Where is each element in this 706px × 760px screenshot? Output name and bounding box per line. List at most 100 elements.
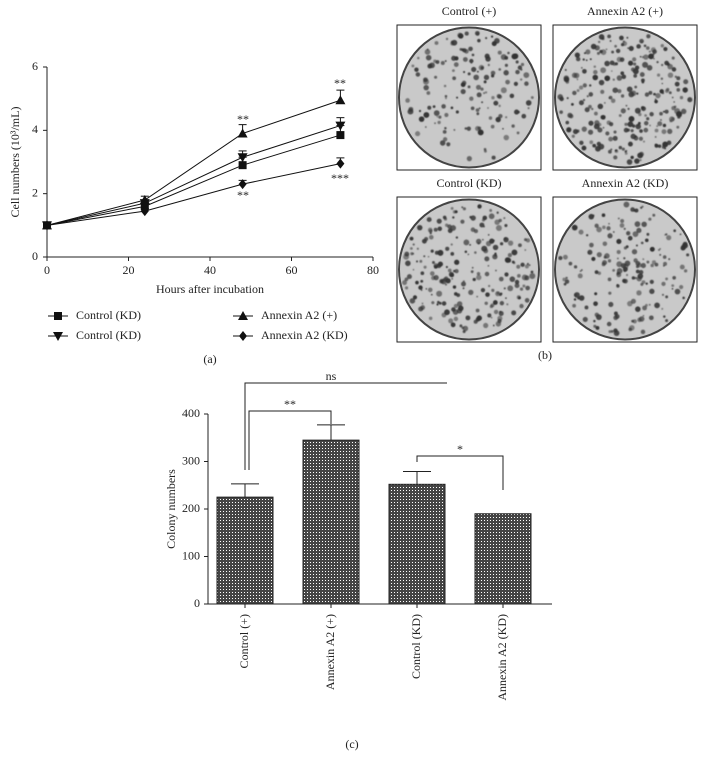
colony [441,104,446,109]
colony [596,51,600,55]
colony [558,255,563,261]
colony [475,317,481,322]
colony [581,126,587,132]
colony [596,226,602,233]
colony [658,144,662,148]
colony [507,51,510,55]
colony [620,94,625,98]
colony [682,241,688,247]
colony [642,314,645,317]
colony [452,76,457,81]
colony [613,328,618,333]
colony [426,217,432,223]
legend-marker [53,332,63,341]
colony [659,253,662,256]
colony [634,85,638,89]
colony [480,287,486,293]
colony [418,116,425,122]
colony [593,301,598,307]
colony [634,208,639,213]
colony [578,100,584,106]
colony [673,101,675,103]
colony [464,127,468,130]
colony [594,111,598,116]
colony [522,284,526,288]
colony [619,57,625,62]
colony [591,107,594,111]
colony [602,126,605,129]
colony [644,114,647,117]
colony [652,49,657,54]
colony [494,253,497,257]
colony [646,232,650,236]
colony [410,247,413,250]
colony [451,277,454,280]
colony [503,217,506,220]
data-point [238,179,247,190]
colony [636,92,639,95]
colony [646,34,651,39]
colony [576,89,580,92]
colony [603,102,606,104]
colony [666,235,672,241]
colony [489,209,493,212]
colony [582,58,585,61]
colony [452,216,455,219]
colony [563,76,570,83]
colony [463,70,466,74]
colony [447,228,453,234]
colony [593,324,597,328]
colony [488,116,493,120]
data-point [139,199,150,209]
colony [455,236,459,239]
colony [409,298,416,304]
colony [462,207,466,211]
colony [524,238,528,242]
colony [671,96,674,99]
colony [442,137,448,142]
colony [649,279,654,284]
colony [656,125,659,128]
colony [649,288,655,294]
colony [444,94,448,98]
colony [616,261,623,268]
colony [487,284,491,288]
x-tick-label: 60 [286,263,298,277]
colony [520,62,525,67]
dish [554,26,696,169]
colony [612,135,618,141]
colony [499,293,502,297]
colony [427,255,430,258]
colony [434,41,439,45]
colony [477,129,484,136]
colony [439,140,446,146]
colony [661,82,664,85]
colony [664,233,667,236]
colony [592,143,597,148]
colony [616,272,622,278]
colony [573,265,578,269]
colony [440,60,445,65]
colony [649,124,651,127]
colony [437,249,444,256]
colony [455,110,459,114]
colony [424,237,429,242]
colony [608,330,612,334]
colony [425,288,428,290]
colony [487,63,490,67]
significance-bracket [248,410,332,470]
colony [483,248,489,254]
colony [635,269,640,274]
colony [666,62,670,66]
colony [496,211,499,214]
colony [490,35,494,38]
colony [507,252,513,258]
colony [524,249,527,251]
colony [664,147,667,150]
colony [627,121,634,128]
colony [582,69,587,74]
colony [575,56,581,62]
colony [617,217,620,220]
colony [469,58,474,64]
colony [509,276,516,282]
